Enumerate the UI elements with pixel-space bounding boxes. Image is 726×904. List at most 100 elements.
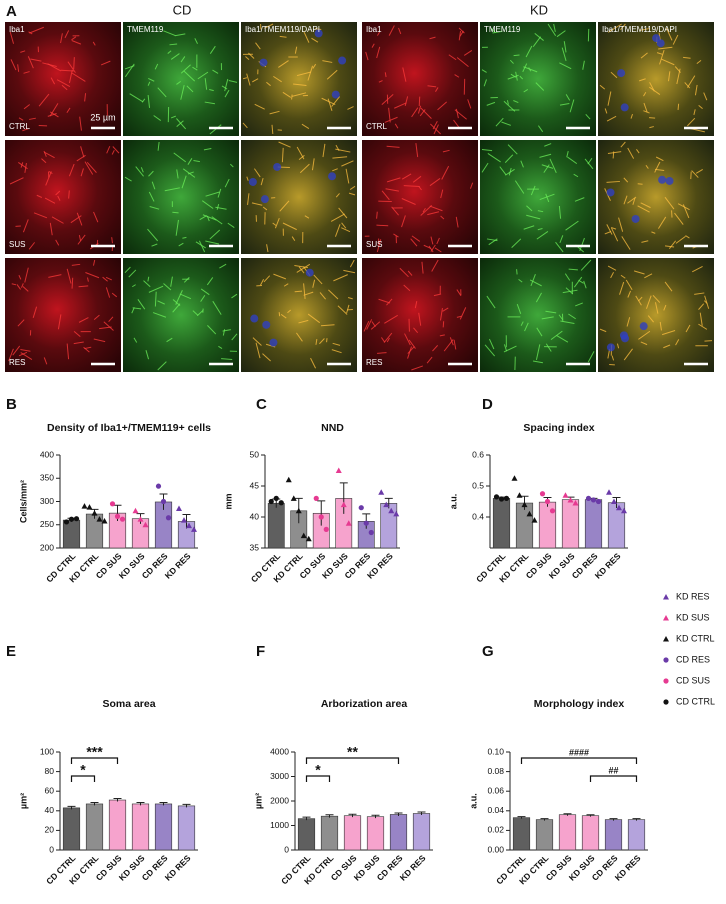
y-tick-label: 0.5 — [472, 480, 484, 490]
y-tick-label: 0.00 — [487, 844, 504, 854]
legend-marker — [663, 657, 668, 662]
y-tick-label: 350 — [40, 473, 54, 483]
nucleus — [249, 178, 257, 186]
condition-label: RES — [366, 358, 382, 367]
micrograph — [123, 258, 239, 372]
panel-letter: C — [256, 396, 267, 413]
channel-label: TMEM119 — [127, 25, 164, 34]
nucleus — [269, 339, 277, 347]
data-point — [110, 501, 115, 506]
cell-process — [613, 151, 614, 158]
data-point — [115, 514, 120, 519]
nucleus — [607, 343, 615, 351]
chart-title: Spacing index — [523, 422, 594, 434]
micrograph — [362, 140, 478, 254]
data-point — [286, 477, 292, 483]
bar — [268, 503, 284, 548]
nucleus — [666, 177, 674, 185]
cell-process — [69, 190, 70, 198]
y-tick-label: 40 — [45, 805, 55, 815]
panel-letter: E — [6, 643, 16, 660]
significance-label: * — [315, 762, 321, 778]
nucleus — [607, 188, 615, 196]
legend-label: CD SUS — [676, 675, 710, 685]
data-point — [69, 517, 74, 522]
cell-process — [517, 269, 518, 274]
group-title: KD — [530, 2, 548, 17]
x-tick-label: KD RES — [593, 551, 623, 581]
data-point — [314, 496, 319, 501]
cell-process — [649, 118, 655, 119]
micrograph — [5, 258, 121, 372]
legend-label: CD CTRL — [676, 696, 715, 706]
nucleus — [259, 59, 267, 67]
bar — [178, 806, 195, 850]
bar — [493, 498, 510, 548]
significance-label: *** — [86, 744, 103, 760]
bar — [381, 503, 397, 548]
nucleus — [261, 195, 269, 203]
y-tick-label: 45 — [250, 480, 260, 490]
y-tick-label: 250 — [40, 519, 54, 529]
data-point — [133, 508, 139, 514]
panel-letter: D — [482, 396, 493, 413]
bar — [605, 820, 622, 850]
bar — [562, 500, 579, 548]
x-tick-label: KD RES — [613, 853, 643, 883]
y-tick-label: 0.6 — [472, 449, 484, 459]
cell-process — [638, 184, 643, 185]
cell-process — [74, 57, 75, 69]
micrograph — [241, 22, 357, 136]
chart-title: Morphology index — [534, 698, 625, 710]
condition-label: RES — [9, 358, 25, 367]
nucleus — [640, 322, 648, 330]
scale-label: 25 µm — [90, 112, 115, 122]
y-axis-label: µm² — [253, 793, 263, 809]
bar — [628, 820, 645, 850]
bar — [344, 816, 361, 850]
data-point — [494, 494, 499, 499]
y-tick-label: 0.08 — [487, 766, 504, 776]
bar — [585, 500, 602, 548]
y-tick-label: 80 — [45, 766, 55, 776]
nucleus — [617, 69, 625, 77]
y-axis-label: Cells/mm² — [18, 480, 28, 523]
micrograph — [480, 140, 596, 254]
condition-label: CTRL — [9, 122, 30, 131]
nucleus — [328, 172, 336, 180]
data-point — [596, 499, 601, 504]
nucleus — [273, 163, 281, 171]
cell-process — [172, 212, 178, 213]
legend-marker — [663, 636, 669, 642]
data-point — [166, 515, 171, 520]
bar — [559, 815, 576, 850]
x-tick-label: KD RES — [163, 551, 193, 581]
channel-label: Iba1 — [9, 25, 25, 34]
cell-process — [376, 225, 388, 226]
micrograph — [362, 258, 478, 372]
data-point — [378, 489, 384, 495]
panel-letter: F — [256, 643, 265, 660]
data-point — [161, 499, 166, 504]
bar — [132, 804, 149, 850]
y-axis-label: mm — [223, 493, 233, 509]
legend-marker — [663, 615, 669, 621]
data-point — [64, 519, 69, 524]
nucleus — [332, 91, 340, 99]
data-point — [324, 527, 329, 532]
legend-marker — [663, 678, 668, 683]
data-point — [92, 510, 98, 516]
y-tick-label: 20 — [45, 825, 55, 835]
data-point — [359, 505, 364, 510]
chart-title: Arborization area — [321, 698, 408, 710]
data-point — [74, 516, 79, 521]
y-tick-label: 1000 — [270, 820, 289, 830]
cell-process — [678, 104, 679, 110]
nucleus — [250, 315, 258, 323]
nucleus — [652, 34, 660, 42]
data-point — [540, 491, 545, 496]
nucleus — [621, 334, 629, 342]
panel-letter: A — [6, 3, 17, 20]
y-tick-label: 400 — [40, 449, 54, 459]
